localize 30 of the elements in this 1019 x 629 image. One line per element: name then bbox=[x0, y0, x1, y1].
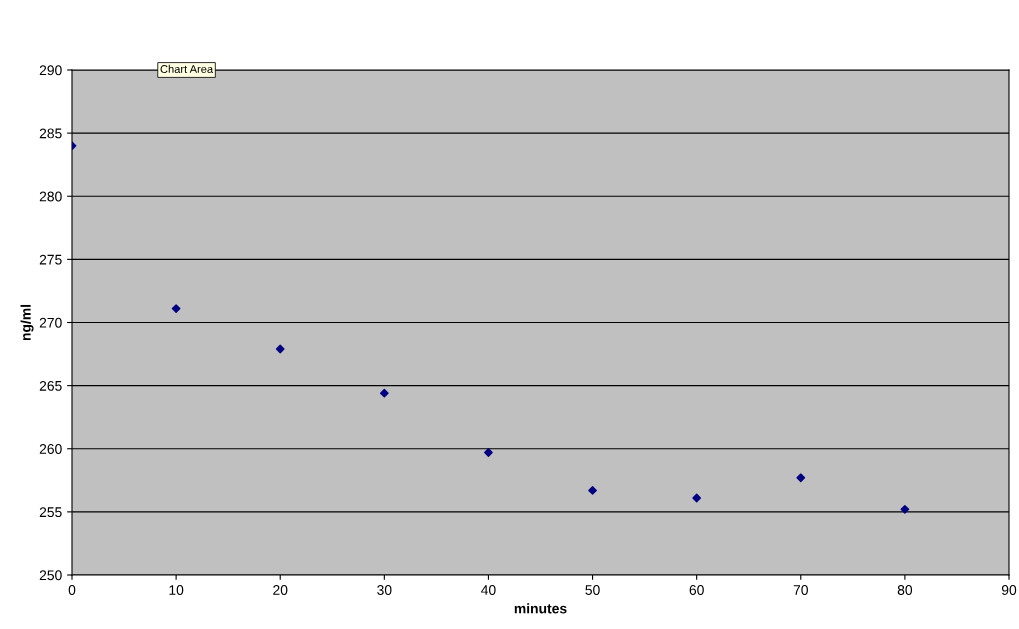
x-tick-label: 90 bbox=[1001, 585, 1017, 595]
annotation: Chart Area bbox=[160, 64, 214, 73]
y-tick-label: 280 bbox=[39, 191, 62, 202]
y-axis-title: ng/ml bbox=[20, 304, 34, 341]
point bbox=[588, 486, 597, 495]
point bbox=[379, 388, 389, 398]
x-tick-label: 20 bbox=[273, 585, 288, 595]
y-tick-label: 265 bbox=[39, 380, 62, 391]
x-tick-label: 60 bbox=[689, 585, 704, 595]
y-tick-label: 260 bbox=[39, 444, 62, 454]
point bbox=[796, 473, 806, 483]
x-tick-label: 30 bbox=[377, 585, 392, 595]
x-axis-title: minutes bbox=[514, 603, 567, 614]
x-tick-label: 70 bbox=[793, 585, 808, 595]
y-tick-label: 275 bbox=[39, 254, 62, 265]
x-tick-label: 40 bbox=[481, 585, 496, 595]
x-tick-label: 10 bbox=[169, 585, 184, 595]
x-tick-label: 50 bbox=[585, 585, 600, 595]
y-tick-label: 250 bbox=[39, 570, 62, 581]
point bbox=[275, 344, 285, 354]
point bbox=[692, 493, 702, 503]
point bbox=[484, 448, 493, 457]
y-tick-label: 255 bbox=[39, 507, 62, 518]
x-tick-label: 80 bbox=[897, 585, 913, 595]
point bbox=[171, 304, 181, 313]
y-tick-label: 285 bbox=[39, 128, 62, 139]
point bbox=[900, 504, 910, 514]
y-tick-label: 270 bbox=[39, 317, 62, 328]
y-tick-label: 290 bbox=[39, 65, 62, 76]
x-tick-label: 0 bbox=[68, 585, 76, 595]
